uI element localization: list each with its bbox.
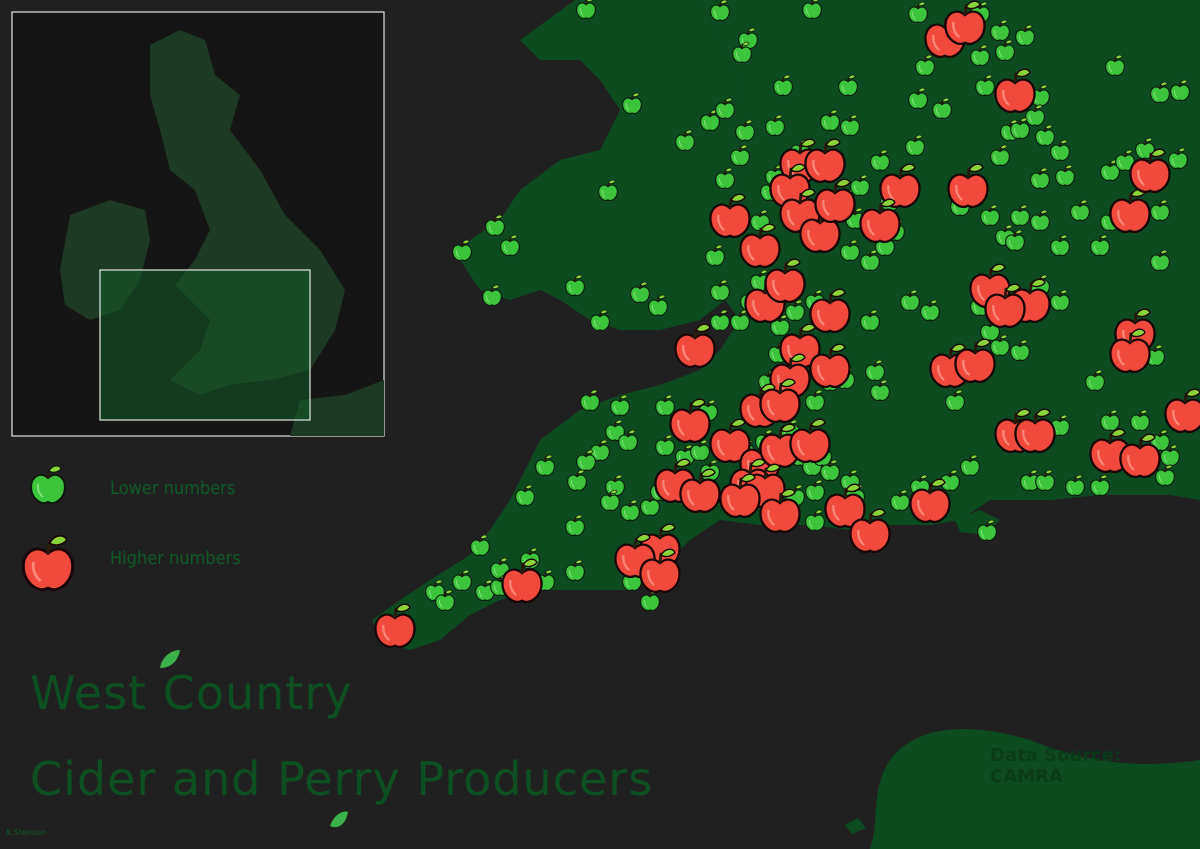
legend-label-higher: Higher numbers (110, 548, 241, 569)
author-credit: K.Stenson (6, 828, 47, 837)
legend-green-apple-icon (29, 464, 67, 505)
red-apple-icon (674, 322, 716, 369)
inset-extent-box (99, 269, 311, 421)
leaf-icon (160, 650, 180, 668)
leaf-icon (330, 811, 348, 828)
green-apple-icon (709, 309, 731, 332)
map-title-line1: West Country (30, 666, 353, 720)
green-apple-icon (579, 389, 601, 412)
land-islands (845, 818, 866, 834)
legend-label-lower: Lower numbers (110, 478, 236, 499)
map-title-line2: Cider and Perry Producers (30, 752, 654, 806)
land-wales (460, 0, 745, 330)
land-france (870, 728, 1200, 849)
data-source: Data Source: CAMRA (990, 745, 1122, 787)
legend-red-apple-icon (21, 533, 75, 592)
